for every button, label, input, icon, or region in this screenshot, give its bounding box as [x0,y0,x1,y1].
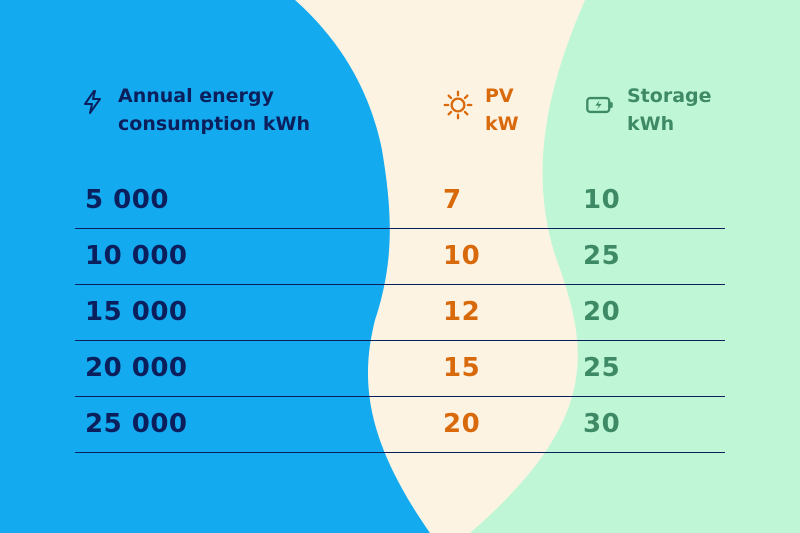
header-pv-line1: PV [485,85,514,107]
header-storage-line2: kWh [627,113,675,135]
storage-value: 30 [583,409,621,439]
header-energy: Annual energy consumption kWh [80,82,310,138]
table-row: 25 000 20 30 [75,396,725,453]
storage-value: 25 [583,353,621,383]
blue-panel [0,0,430,533]
table-row: 20 000 15 25 [75,340,725,397]
header-pv: PV kW [443,82,519,138]
pv-value: 7 [443,185,462,215]
battery-icon [586,96,613,114]
pv-value: 15 [443,353,481,383]
energy-value: 20 000 [85,353,188,383]
table-row: 10 000 10 25 [75,228,725,285]
storage-value: 20 [583,297,621,327]
pv-value: 12 [443,297,481,327]
energy-value: 5 000 [85,185,169,215]
sun-icon [443,90,473,120]
energy-value: 25 000 [85,409,188,439]
header-storage: Storage kWh [585,82,712,138]
header-pv-line2: kW [485,113,519,135]
pv-value: 20 [443,409,481,439]
energy-value: 10 000 [85,241,188,271]
table-row: 15 000 12 20 [75,284,725,341]
header-energy-line2: consumption kWh [118,113,310,135]
storage-value: 25 [583,241,621,271]
header-energy-line1: Annual energy [118,85,274,107]
table-row: 5 000 7 10 [75,172,725,229]
energy-value: 15 000 [85,297,188,327]
storage-value: 10 [583,185,621,215]
pv-value: 10 [443,241,481,271]
lightning-icon [84,90,101,114]
header-storage-line1: Storage [627,85,712,107]
